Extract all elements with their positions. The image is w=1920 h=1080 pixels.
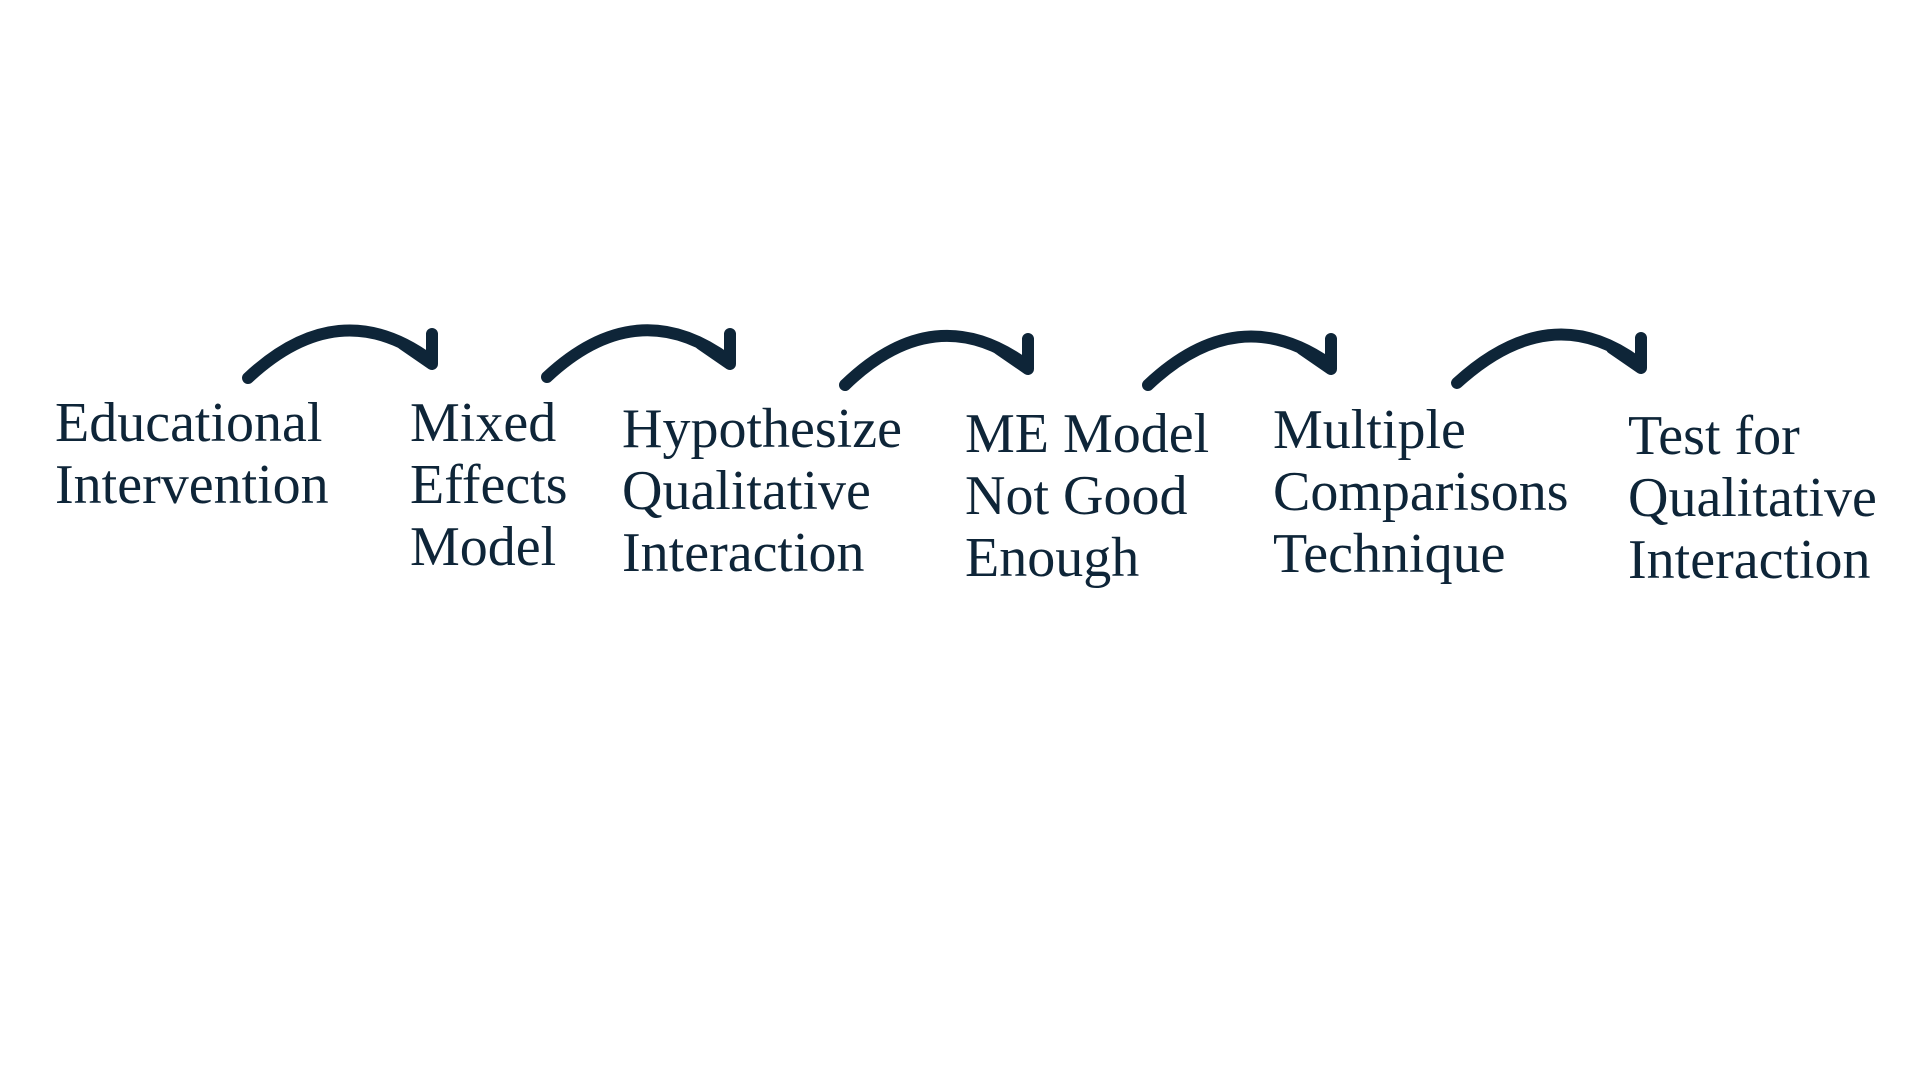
step-mixed-effects-model: Mixed Effects Model <box>410 392 568 578</box>
step-line: Multiple <box>1273 399 1466 461</box>
step-educational-intervention: Educational Intervention <box>55 392 329 516</box>
step-me-model-not-good-enough: ME Model Not Good Enough <box>965 403 1209 589</box>
step-line: Interaction <box>1628 529 1871 591</box>
curved-arrow-right-icon <box>1451 328 1647 389</box>
step-line: Not Good <box>965 465 1188 527</box>
curved-arrow-right-icon <box>839 330 1034 391</box>
step-line: Interaction <box>622 522 865 584</box>
step-line: Mixed <box>410 392 557 454</box>
curved-arrow-right-icon <box>242 324 438 384</box>
step-line: Technique <box>1273 523 1506 585</box>
step-line: Test for <box>1628 405 1800 467</box>
curved-arrow-right-icon <box>541 324 736 383</box>
step-line: Enough <box>965 527 1140 589</box>
step-line: Educational <box>55 392 323 454</box>
step-line: Comparisons <box>1273 461 1569 523</box>
step-line: Model <box>410 516 557 578</box>
step-test-for-qualitative-interaction: Test for Qualitative Interaction <box>1628 405 1877 591</box>
step-line: Intervention <box>55 454 329 516</box>
step-hypothesize-qualitative-interaction: Hypothesize Qualitative Interaction <box>622 398 902 584</box>
step-line: ME Model <box>965 403 1210 465</box>
step-multiple-comparisons-technique: Multiple Comparisons Technique <box>1273 399 1569 585</box>
step-line: Qualitative <box>1628 467 1877 529</box>
step-line: Hypothesize <box>622 398 902 460</box>
curved-arrow-right-icon <box>1142 330 1337 391</box>
step-line: Qualitative <box>622 460 871 522</box>
step-line: Effects <box>410 454 568 516</box>
